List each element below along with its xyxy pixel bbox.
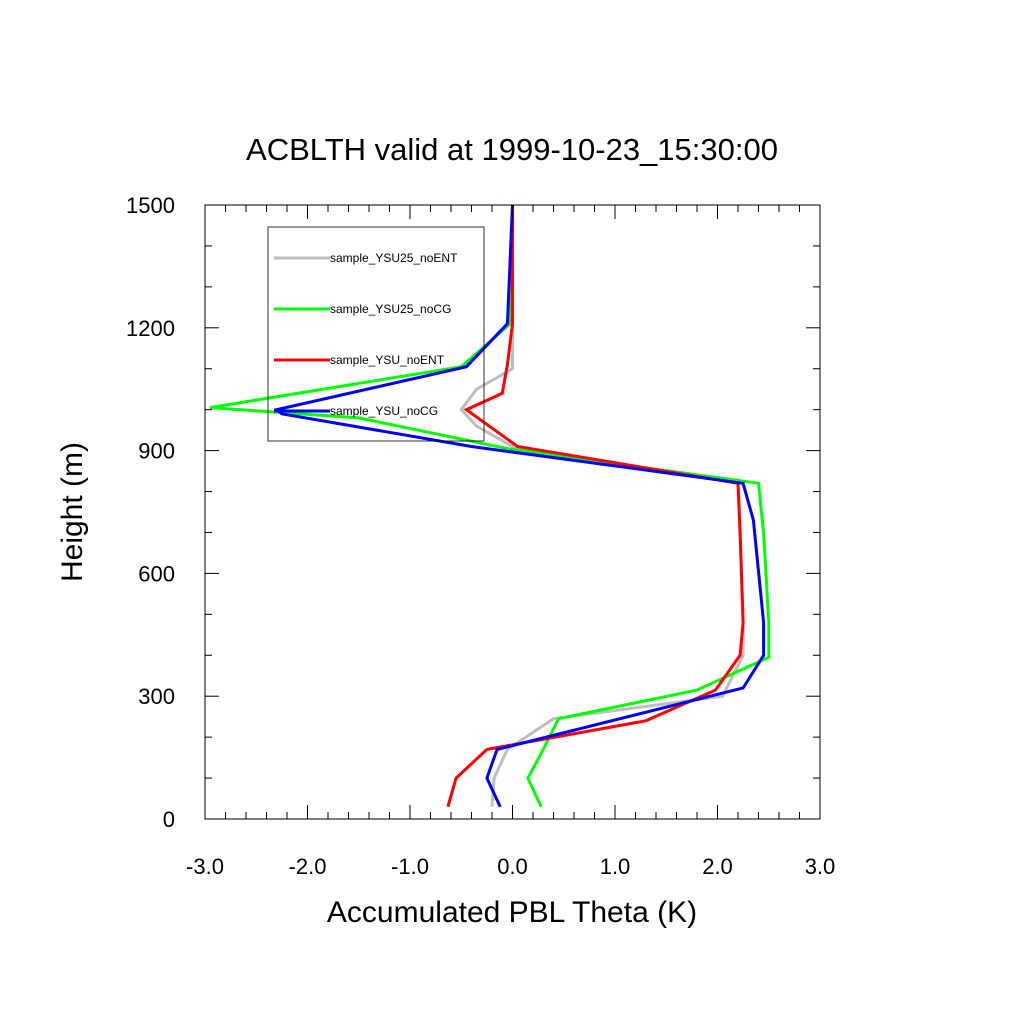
series-layer [209,204,771,808]
legend-box [267,226,485,442]
x-tick-label: 1.0 [600,854,631,879]
legend-label: sample_YSU_noCG [330,404,438,418]
x-tick-label: 3.0 [805,854,836,879]
y-axis-label: Height (m) [56,442,89,582]
series-line-sample_YSU_noCG [273,204,766,808]
series-line-sample_YSU_noENT [446,205,745,808]
y-tick-label: 0 [163,807,175,832]
chart-title: ACBLTH valid at 1999-10-23_15:30:00 [246,132,778,167]
x-tick-label: -1.0 [391,854,429,879]
legend: sample_YSU25_noENT sample_YSU25_noCGsampl… [267,226,485,442]
y-tick-label: 300 [138,684,175,709]
series-line-sample_YSU25_noCG [209,204,771,808]
y-tick-label: 600 [138,561,175,586]
y-tick-label: 1200 [126,316,175,341]
x-tick-label: 2.0 [702,854,733,879]
x-tick-label: 0.0 [497,854,528,879]
legend-label: sample_YSU25_noENT [330,251,458,265]
legend-label: sample_YSU25_noCG [330,302,451,316]
y-tick-label: 1500 [126,193,175,218]
x-axis-label: Accumulated PBL Theta (K) [327,896,697,929]
x-tick-label: -2.0 [289,854,327,879]
ticks-layer: -3.0 -2.0 -1.0 0.0 1.0 2.0 3.0 0 300 600 900 1200 15… [126,193,835,879]
y-tick-label: 900 [138,439,175,464]
series-line-sample_YSU25_noENT [459,205,745,807]
x-tick-label: -3.0 [186,854,224,879]
legend-label: sample_YSU_noENT [330,353,445,367]
